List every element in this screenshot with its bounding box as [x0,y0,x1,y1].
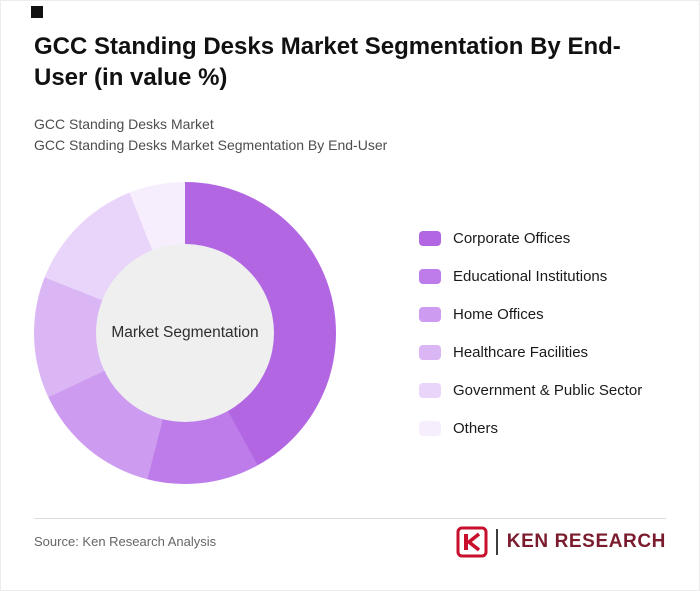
legend-label: Home Offices [453,305,544,323]
legend-swatch-icon [419,344,441,360]
chart-subtitle-segmentation: GCC Standing Desks Market Segmentation B… [34,137,388,153]
legend-swatch-icon [419,230,441,246]
legend-swatch-icon [419,382,441,398]
chart-title: GCC Standing Desks Market Segmentation B… [34,33,621,91]
chart-subtitle-market: GCC Standing Desks Market [34,116,214,132]
legend-item-3[interactable]: Healthcare Facilities [419,343,679,361]
legend-label: Government & Public Sector [453,381,643,399]
legend-swatch-icon [419,306,441,322]
logo-text: KEN RESEARCH [506,531,666,552]
ken-research-logo: KEN RESEARCH [456,525,666,559]
legend-swatch-icon [419,268,441,284]
donut-chart[interactable]: Market Segmentation [34,182,336,484]
legend-item-2[interactable]: Home Offices [419,305,679,323]
ken-research-k-shield-icon [456,526,488,558]
source-text: Source: Ken Research Analysis [34,534,217,549]
donut-center: Market Segmentation [96,244,274,422]
legend-label: Educational Institutions [453,267,608,285]
donut-center-label: Market Segmentation [111,324,259,341]
footer-divider [34,518,666,519]
legend-label: Healthcare Facilities [453,343,589,361]
logo-separator [495,529,498,555]
legend-item-1[interactable]: Educational Institutions [419,267,679,285]
legend-item-5[interactable]: Others [419,419,679,437]
top-left-marker [31,6,43,18]
chart-legend: Corporate Offices Educational Institution… [419,229,679,457]
legend-item-0[interactable]: Corporate Offices [419,229,679,247]
legend-label: Others [453,419,499,437]
legend-label: Corporate Offices [453,229,571,247]
legend-item-4[interactable]: Government & Public Sector [419,381,679,399]
legend-swatch-icon [419,420,441,436]
